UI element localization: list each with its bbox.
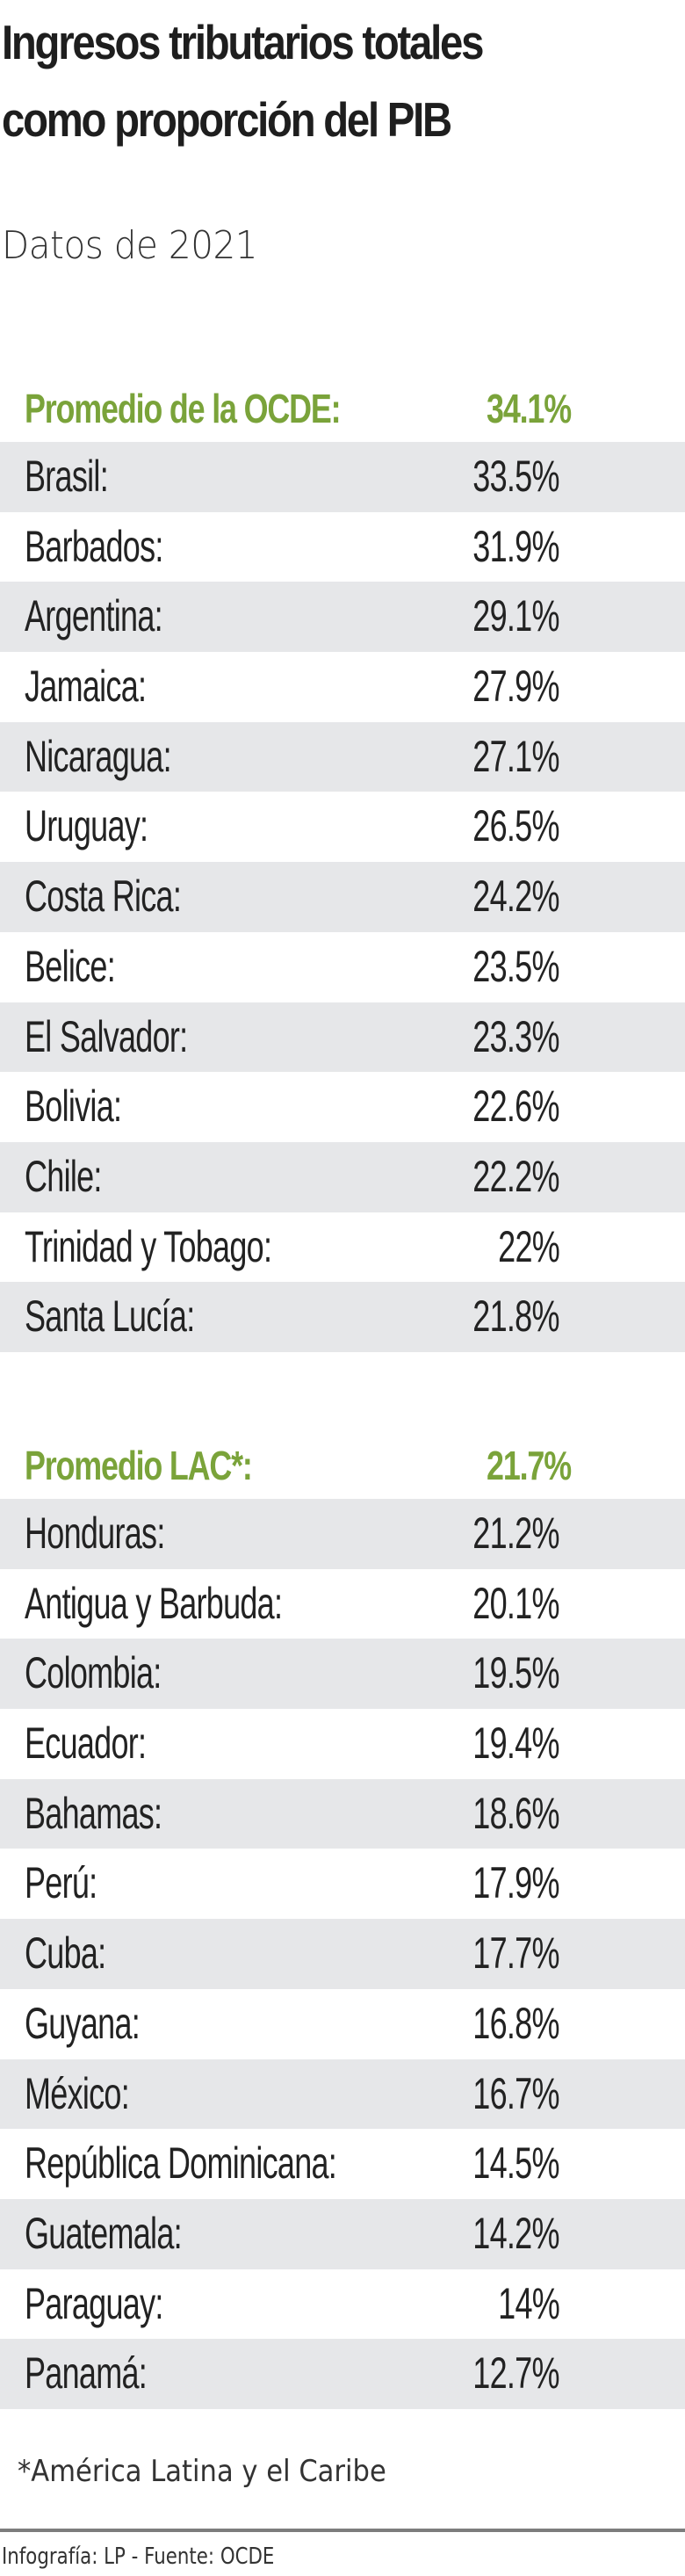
table-row: Perú: 17.9% xyxy=(0,1849,685,1919)
country-name: Perú: xyxy=(25,1858,97,1908)
country-name: Cuba: xyxy=(25,1928,106,1979)
country-name: Jamaica: xyxy=(25,662,147,712)
ocde-average-header: Promedio de la OCDE: 34.1% xyxy=(0,372,685,442)
table-row: Ecuador: 19.4% xyxy=(0,1709,685,1779)
country-name: Paraguay: xyxy=(25,2278,163,2328)
lac-average-label: Promedio LAC*: xyxy=(25,1443,253,1488)
country-name: Uruguay: xyxy=(25,801,148,851)
country-value: 31.9% xyxy=(472,521,560,571)
lac-average-value: 21.7% xyxy=(487,1443,572,1488)
country-value: 22.2% xyxy=(472,1151,560,1201)
lac-average-header: Promedio LAC*: 21.7% xyxy=(0,1429,685,1499)
lac-section: Promedio LAC*: 21.7% Honduras: 21.2% Anti… xyxy=(0,1429,685,2409)
table-row: México: 16.7% xyxy=(0,2059,685,2130)
country-value: 29.1% xyxy=(472,591,560,641)
table-row: Antigua y Barbuda: 20.1% xyxy=(0,1569,685,1639)
country-value: 14% xyxy=(498,2278,560,2328)
ocde-average-value: 34.1% xyxy=(487,386,572,431)
table-row: Chile: 22.2% xyxy=(0,1141,685,1212)
country-name: Santa Lucía: xyxy=(25,1292,195,1342)
country-value: 19.5% xyxy=(472,1648,560,1698)
country-name: Costa Rica: xyxy=(25,872,182,922)
country-value: 27.1% xyxy=(472,731,560,781)
title-line-1: Ingresos tributarios totales xyxy=(2,15,484,69)
country-value: 23.5% xyxy=(472,941,560,991)
country-value: 19.4% xyxy=(472,1719,560,1769)
country-name: Guatemala: xyxy=(25,2208,183,2258)
table-row: Costa Rica: 24.2% xyxy=(0,862,685,932)
table-row: Brasil: 33.5% xyxy=(0,442,685,512)
country-value: 17.9% xyxy=(472,1858,560,1908)
country-name: Trinidad y Tobago: xyxy=(25,1221,272,1271)
table-row: Bolivia: 22.6% xyxy=(0,1072,685,1142)
source-credit: Infografía: LP - Fuente: OCDE xyxy=(2,2543,275,2570)
country-name: El Salvador: xyxy=(25,1011,188,1061)
country-name: Panamá: xyxy=(25,2348,148,2399)
table-row: Argentina: 29.1% xyxy=(0,582,685,653)
ocde-average-label: Promedio de la OCDE: xyxy=(25,386,342,431)
country-name: Nicaragua: xyxy=(25,731,172,781)
footnote: *América Latina y el Caribe xyxy=(18,2454,386,2489)
page-title: Ingresos tributarios totales como propor… xyxy=(2,4,588,158)
country-name: Barbados: xyxy=(25,521,163,571)
country-name: Bolivia: xyxy=(25,1082,122,1132)
country-value: 23.3% xyxy=(472,1011,560,1061)
country-value: 21.2% xyxy=(472,1509,560,1558)
country-value: 16.8% xyxy=(472,1998,560,2048)
ocde-section: Promedio de la OCDE: 34.1% Brasil: 33.5% … xyxy=(0,372,685,1352)
table-row: Paraguay: 14% xyxy=(0,2269,685,2340)
table-row: Barbados: 31.9% xyxy=(0,512,685,582)
table-row: Santa Lucía: 21.8% xyxy=(0,1282,685,1352)
table-row: Nicaragua: 27.1% xyxy=(0,721,685,792)
country-value: 18.6% xyxy=(472,1788,560,1838)
table-row: Bahamas: 18.6% xyxy=(0,1778,685,1849)
country-value: 27.9% xyxy=(472,662,560,712)
country-value: 24.2% xyxy=(472,872,560,922)
country-name: Colombia: xyxy=(25,1648,162,1698)
table-row: República Dominicana: 14.5% xyxy=(0,2129,685,2199)
table-row: El Salvador: 23.3% xyxy=(0,1002,685,1073)
country-value: 21.8% xyxy=(472,1292,560,1342)
country-name: México: xyxy=(25,2068,130,2118)
table-row: Guyana: 16.8% xyxy=(0,1989,685,2059)
table-row: Uruguay: 26.5% xyxy=(0,792,685,862)
country-name: Honduras: xyxy=(25,1509,165,1558)
country-name: Belice: xyxy=(25,941,116,991)
country-value: 20.1% xyxy=(472,1578,560,1628)
country-value: 33.5% xyxy=(472,452,560,501)
table-row: Jamaica: 27.9% xyxy=(0,652,685,722)
title-line-2: como proporción del PIB xyxy=(2,92,452,147)
country-value: 26.5% xyxy=(472,801,560,851)
footer-divider xyxy=(0,2529,685,2532)
country-value: 17.7% xyxy=(472,1928,560,1979)
country-name: República Dominicana: xyxy=(25,2138,337,2189)
country-value: 14.2% xyxy=(472,2208,560,2258)
table-row: Guatemala: 14.2% xyxy=(0,2198,685,2269)
country-name: Chile: xyxy=(25,1151,102,1201)
country-name: Argentina: xyxy=(25,591,163,641)
table-row: Honduras: 21.2% xyxy=(0,1499,685,1569)
country-name: Antigua y Barbuda: xyxy=(25,1578,283,1628)
country-name: Brasil: xyxy=(25,452,109,501)
table-row: Panamá: 12.7% xyxy=(0,2339,685,2409)
country-name: Ecuador: xyxy=(25,1719,147,1769)
country-value: 14.5% xyxy=(472,2138,560,2189)
country-name: Guyana: xyxy=(25,1998,141,2048)
table-row: Belice: 23.5% xyxy=(0,932,685,1002)
table-row: Colombia: 19.5% xyxy=(0,1639,685,1710)
country-value: 22.6% xyxy=(472,1082,560,1132)
country-value: 12.7% xyxy=(472,2348,560,2399)
country-value: 22% xyxy=(498,1221,560,1271)
table-row: Cuba: 17.7% xyxy=(0,1919,685,1989)
table-row: Trinidad y Tobago: 22% xyxy=(0,1212,685,1283)
country-name: Bahamas: xyxy=(25,1788,162,1838)
country-value: 16.7% xyxy=(472,2068,560,2118)
subtitle: Datos de 2021 xyxy=(2,223,258,268)
